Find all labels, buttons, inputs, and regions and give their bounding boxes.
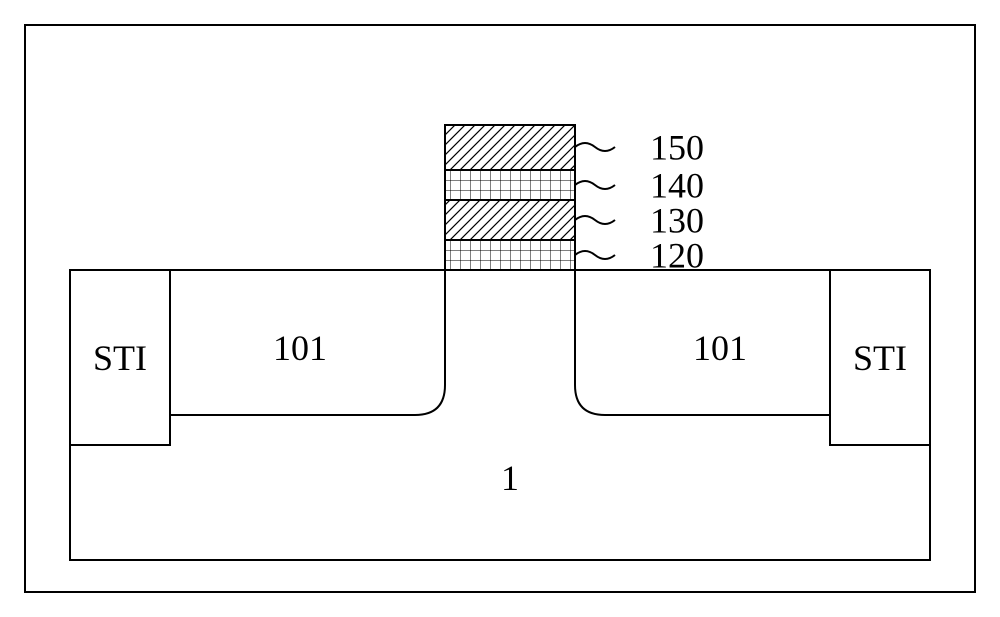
- layer-120: [445, 240, 575, 270]
- layer-140: [445, 170, 575, 200]
- sd_left-label: 101: [273, 328, 327, 368]
- sd_right-label: 101: [693, 328, 747, 368]
- substrate-region: [70, 270, 930, 560]
- gate-stack: [445, 125, 575, 270]
- layer-label-140: 140: [650, 166, 704, 206]
- layer-label-120: 120: [650, 236, 704, 276]
- layer-leaders: [575, 143, 615, 259]
- layer-label-150: 150: [650, 128, 704, 168]
- leader-150: [575, 143, 615, 151]
- leader-140: [575, 181, 615, 189]
- sti_left-label: STI: [93, 338, 147, 378]
- region-label: 1: [501, 458, 519, 498]
- layer-150: [445, 125, 575, 170]
- layer-label-130: 130: [650, 201, 704, 241]
- outer-frame: [25, 25, 975, 592]
- leader-130: [575, 216, 615, 224]
- semiconductor-cross-section: 120130140150 STI STI 101 101 1: [0, 0, 1000, 617]
- sti_right-label: STI: [853, 338, 907, 378]
- layer-130: [445, 200, 575, 240]
- leader-120: [575, 251, 615, 259]
